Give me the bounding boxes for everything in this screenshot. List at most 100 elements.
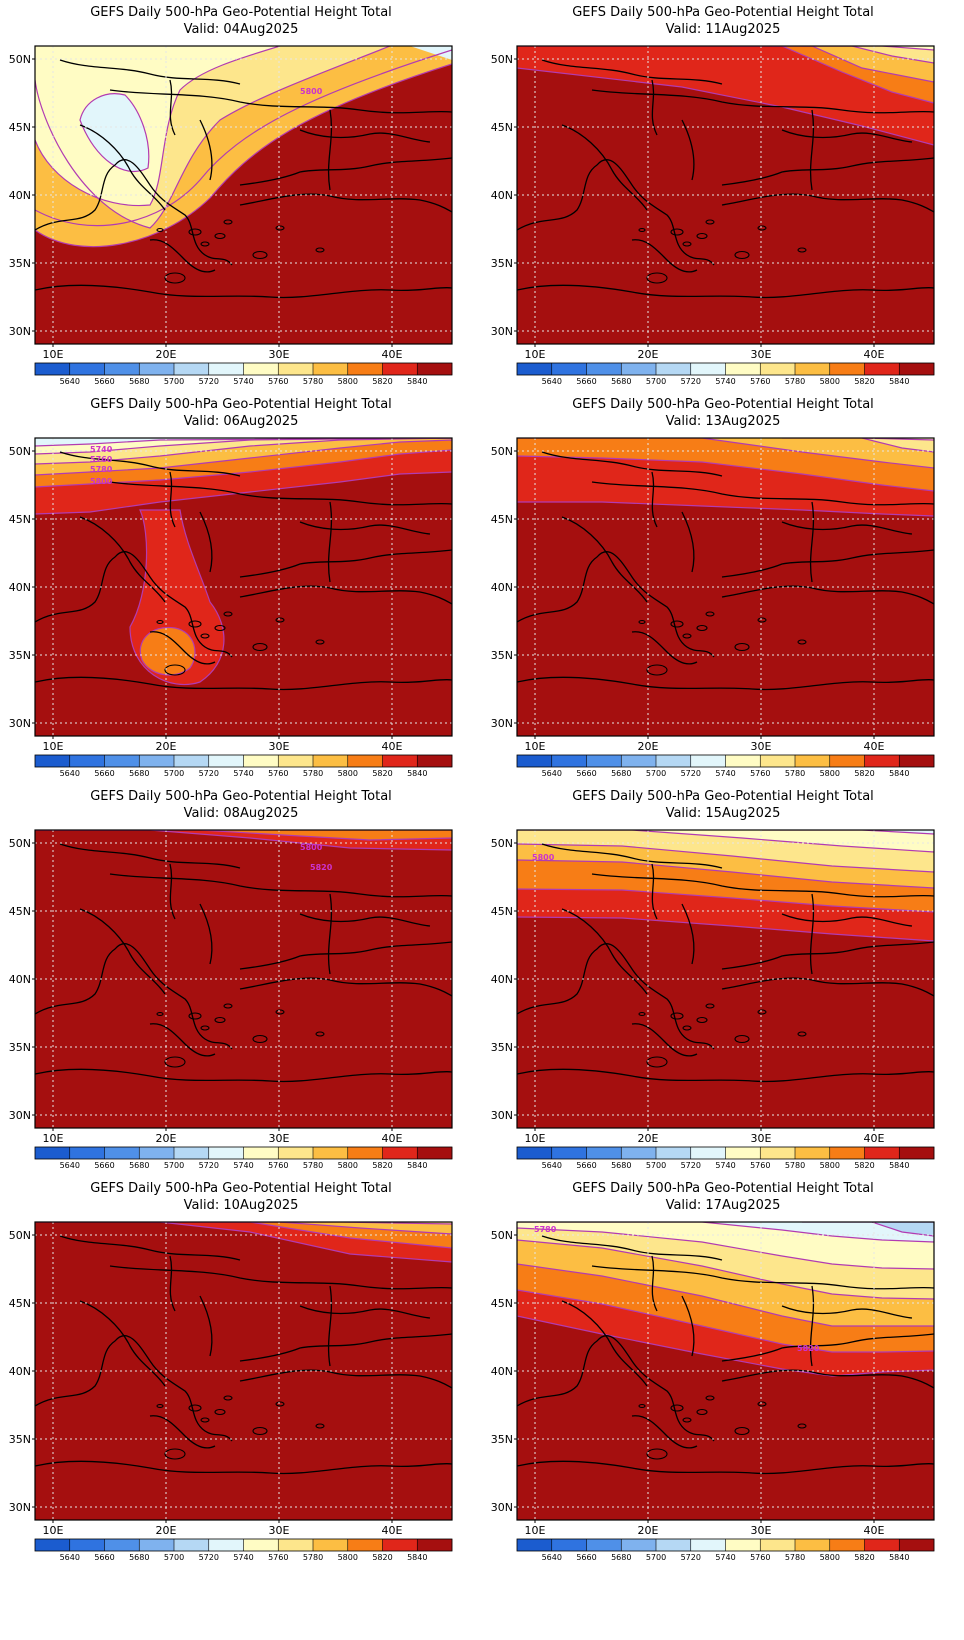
coastline [169, 79, 176, 136]
island-outline [682, 1025, 692, 1031]
lon-label: 40E [382, 348, 403, 361]
colorbar-swatch [864, 755, 900, 767]
contour-line [35, 46, 391, 229]
colorbar-swatch [829, 363, 865, 375]
coastline [35, 676, 452, 691]
coastline [561, 516, 648, 603]
lat-label: 50N [491, 1229, 513, 1242]
panel-valid-date: Valid: 11Aug2025 [665, 22, 781, 37]
colorbar-swatch [313, 1539, 349, 1551]
contour-label: 5800 [300, 87, 323, 96]
contour-line [732, 46, 934, 83]
lat-label: 30N [491, 1109, 513, 1122]
island-outline [638, 1011, 646, 1017]
colorbar-label: 5780 [785, 377, 805, 386]
lat-label: 40N [491, 581, 513, 594]
contour-line [35, 830, 452, 841]
colorbar-label: 5640 [60, 377, 80, 386]
island-outline [734, 250, 750, 260]
lat-label: 30N [9, 1109, 31, 1122]
colorbar-frame [34, 1538, 453, 1552]
height-band [517, 46, 934, 63]
height-band [80, 93, 149, 172]
island-outline [223, 1395, 233, 1401]
lat-label: 50N [9, 837, 31, 850]
lon-label: 30E [269, 348, 290, 361]
coastline [169, 1255, 176, 1312]
island-outline [188, 620, 202, 628]
colorbar-label: 5740 [233, 1161, 253, 1170]
lon-label: 30E [751, 1524, 772, 1537]
contour-fill [517, 830, 934, 1128]
colorbar-swatch [243, 363, 279, 375]
contour-line [762, 830, 934, 835]
panel-valid-date: Valid: 08Aug2025 [183, 806, 299, 821]
coastline [59, 1235, 241, 1261]
coastline [149, 1415, 216, 1449]
colorbar-swatch [417, 1147, 453, 1159]
panel-title: GEFS Daily 500-hPa Geo-Potential Height … [572, 1181, 874, 1196]
colorbar: 5640 5660 5680 5700 5720 5740 5760 5780 5800 5820… [516, 1538, 935, 1562]
colorbar-swatch [35, 363, 71, 375]
contour-line [517, 455, 934, 492]
colorbar-swatch [35, 1539, 71, 1551]
colorbar-label: 5680 [611, 1161, 631, 1170]
colorbar-label: 5800 [820, 377, 840, 386]
panel-valid-date: Valid: 13Aug2025 [665, 414, 781, 429]
colorbar-label: 5740 [715, 377, 735, 386]
colorbar-swatch [760, 1147, 796, 1159]
contour-line [35, 438, 452, 447]
panel-title: GEFS Daily 500-hPa Geo-Potential Height … [572, 397, 874, 412]
colorbar-swatch [347, 755, 383, 767]
colorbar-swatch [586, 1539, 622, 1551]
lat-label: 50N [9, 53, 31, 66]
coastline [35, 1335, 233, 1442]
colorbar-swatch [382, 755, 418, 767]
height-band [517, 1222, 934, 1236]
colorbar-label: 5800 [820, 1161, 840, 1170]
colorbar-swatch [586, 755, 622, 767]
colorbar-swatch [621, 1539, 657, 1551]
coastline [541, 843, 723, 869]
coastline [721, 977, 934, 997]
colorbar-swatch [864, 1147, 900, 1159]
colorbar-swatch [829, 755, 865, 767]
island-outline [797, 247, 807, 253]
colorbar-swatch [139, 363, 175, 375]
island-outline [315, 1031, 325, 1037]
colorbar-label: 5780 [785, 769, 805, 778]
island-outline [696, 232, 708, 240]
colorbar-label: 5760 [268, 769, 288, 778]
colorbar-label: 5800 [820, 1553, 840, 1562]
colorbar-swatch [899, 1539, 935, 1551]
lat-label: 35N [9, 1433, 31, 1446]
colorbar-label: 5800 [338, 377, 358, 386]
coastline [149, 239, 216, 273]
colorbar-swatch [174, 1147, 210, 1159]
contour-label: 5740 [90, 445, 113, 454]
lon-label: 30E [751, 348, 772, 361]
panel-valid-date: Valid: 17Aug2025 [665, 1198, 781, 1213]
colorbar-label: 5720 [681, 1161, 701, 1170]
colorbar-swatch [35, 1147, 71, 1159]
colorbar-label: 5820 [854, 769, 874, 778]
island-outline [275, 617, 285, 623]
colorbar-label: 5780 [303, 769, 323, 778]
height-band [35, 1222, 452, 1520]
colorbar-swatch [104, 363, 140, 375]
contour-line [517, 1289, 934, 1353]
colorbar-label: 5740 [715, 1553, 735, 1562]
contour-line [35, 49, 452, 227]
colorbar-swatch [417, 755, 453, 767]
colorbar-label: 5720 [199, 1553, 219, 1562]
lon-label: 20E [156, 1132, 177, 1145]
coastline [681, 903, 695, 965]
coastline [651, 79, 658, 136]
coastline [239, 193, 452, 213]
lat-label: 45N [491, 905, 513, 918]
island-outline [252, 250, 268, 260]
